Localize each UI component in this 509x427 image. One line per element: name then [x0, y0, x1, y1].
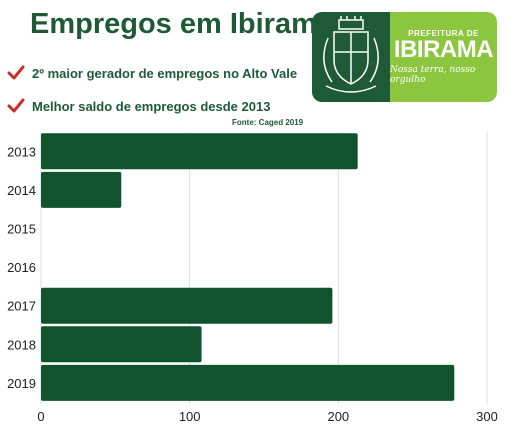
bar	[41, 364, 455, 401]
crest-panel	[312, 12, 390, 102]
bar	[41, 133, 358, 170]
logo-city: IBIRAMA	[393, 36, 494, 63]
y-tick-label: 2013	[7, 144, 36, 159]
y-tick-label: 2016	[7, 260, 36, 275]
bar	[41, 171, 122, 208]
crest-icon	[323, 16, 379, 93]
y-tick-label: 2017	[7, 299, 36, 314]
prefeitura-logo: PREFEITURA DE IBIRAMA Nossa terra, nosso…	[312, 12, 497, 102]
bullet-text: Melhor saldo de empregos desde 2013	[32, 98, 271, 114]
x-tick-label: 200	[327, 409, 349, 424]
bullet-text: 2º maior gerador de empregos no Alto Val…	[32, 65, 298, 81]
bar	[41, 326, 202, 363]
y-tick-label: 2014	[7, 183, 36, 198]
bar-chart: 0 100 200 300 2013 2014 2015 2016 2017 2018 2019	[7, 132, 498, 424]
x-tick-label: 0	[37, 409, 44, 424]
y-tick-label: 2018	[7, 337, 36, 352]
source-note: Fonte: Caged 2019	[232, 118, 304, 127]
logo-prefix: PREFEITURA DE	[408, 29, 479, 38]
y-tick-label: 2019	[7, 376, 36, 391]
logo-name-panel: PREFEITURA DE IBIRAMA Nossa terra, nosso…	[390, 12, 497, 102]
bar	[41, 287, 333, 324]
y-tick-label: 2015	[7, 222, 36, 237]
check-icon	[7, 98, 25, 113]
check-icon	[7, 65, 25, 80]
page-title: Empregos em Ibirama	[30, 8, 333, 40]
x-tick-label: 100	[179, 409, 201, 424]
x-tick-label: 300	[476, 409, 498, 424]
bullet-item: Melhor saldo de empregos desde 2013	[6, 96, 270, 116]
bullet-item: 2º maior gerador de empregos no Alto Val…	[6, 63, 297, 83]
logo-motto: Nossa terra, nosso orgulho	[390, 65, 476, 85]
